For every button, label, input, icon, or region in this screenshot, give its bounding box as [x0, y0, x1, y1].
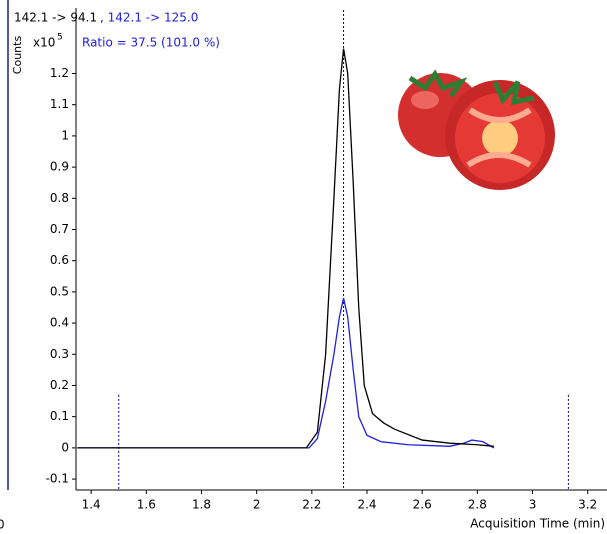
y-tick-label: 0.9 [50, 160, 69, 174]
x-tick-label: 2.4 [357, 498, 376, 512]
subtitle: , 142.1 -> 125.0 [100, 11, 198, 25]
x-tick-label: 2.8 [468, 498, 487, 512]
x-tick-label: 2.6 [413, 498, 432, 512]
y-tick-label: 0.1 [50, 409, 69, 423]
x-axis-label: Acquisition Time (min) [470, 517, 605, 531]
series-line [77, 48, 494, 449]
y-multiplier: x10 [33, 36, 55, 50]
y-tick-label: 1.1 [50, 97, 69, 111]
y-tick-label: 0.4 [50, 316, 69, 330]
x-tick-label: 3.2 [578, 498, 597, 512]
x-tick-label: 1.6 [137, 498, 156, 512]
y-tick-label: 1.2 [50, 66, 69, 80]
title: 142.1 -> 94.1 [14, 11, 97, 25]
y-tick-label: 0.7 [50, 222, 69, 236]
y-tick-label: 0.2 [50, 378, 69, 392]
x-tick-label: 1.4 [82, 498, 101, 512]
y-axis-label: Counts [11, 36, 24, 75]
y-tick-label: 1 [61, 128, 69, 142]
edge-fragment: 0 [0, 518, 5, 532]
tomato-image [398, 69, 555, 190]
series-line [77, 297, 495, 449]
y-tick-label: -0.1 [46, 472, 69, 486]
ratio-annotation: Ratio = 37.5 (101.0 %) [82, 36, 220, 50]
y-tick-label: 0.8 [50, 191, 69, 205]
x-tick-label: 2 [253, 498, 261, 512]
y-tick-label: 0 [61, 440, 69, 454]
y-tick-label: 0.5 [50, 284, 69, 298]
y-exponent: 5 [57, 33, 63, 43]
x-tick-label: 1.8 [192, 498, 211, 512]
y-tick-label: 0.6 [50, 253, 69, 267]
x-tick-label: 2.2 [302, 498, 321, 512]
x-tick-label: 3 [529, 498, 537, 512]
y-tick-label: 0.3 [50, 347, 69, 361]
